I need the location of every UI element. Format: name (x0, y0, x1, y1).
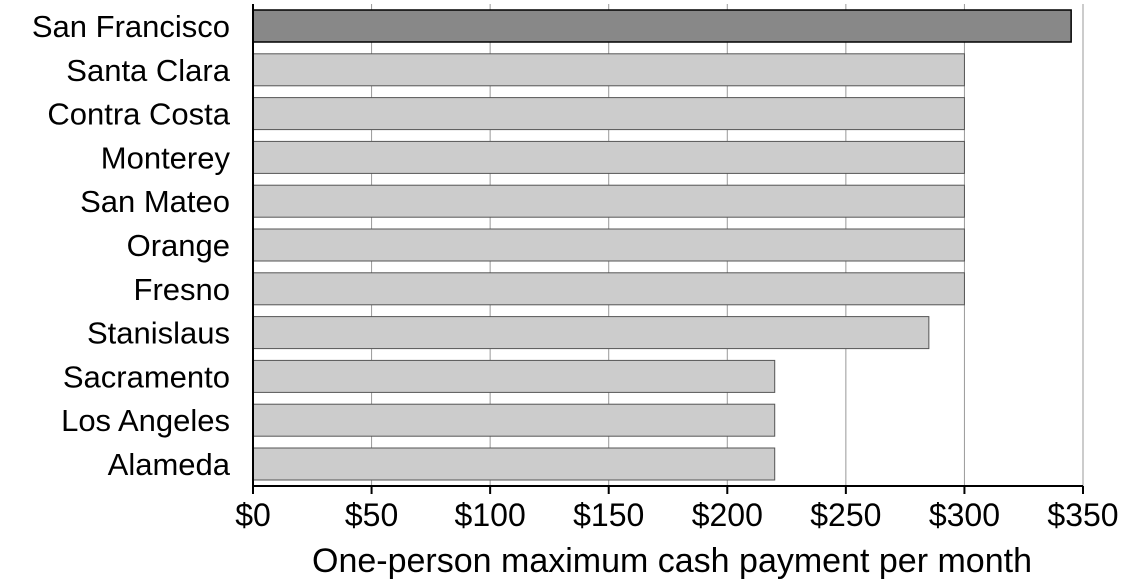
category-label-7: Stanislaus (87, 316, 230, 351)
bar-10 (252, 447, 776, 481)
x-tick-labels: $0 $50 $100 $150 $200 $250 $300 $350 (235, 497, 1118, 533)
category-labels: San Francisco Santa Clara Contra Costa Mont… (32, 9, 231, 482)
category-label-6: Fresno (134, 272, 230, 307)
x-axis (252, 4, 1084, 494)
bar-2 (252, 97, 965, 131)
bar-4 (252, 184, 965, 218)
bar-9 (252, 403, 776, 437)
x-axis-title: One-person maximum cash payment per mont… (312, 542, 1032, 580)
x-tick-label-0: $0 (235, 497, 271, 533)
x-tick-label-1: $50 (345, 497, 398, 533)
category-label-2: Contra Costa (47, 97, 230, 132)
category-label-0: San Francisco (32, 9, 230, 44)
x-tick-label-4: $200 (692, 497, 763, 533)
bars (252, 9, 1072, 481)
bar-1 (252, 53, 965, 87)
bar-3 (252, 140, 965, 174)
category-label-4: San Mateo (80, 184, 230, 219)
x-tick-label-6: $300 (929, 497, 1000, 533)
category-label-10: Alameda (108, 447, 231, 482)
x-tick-label-5: $250 (810, 497, 881, 533)
x-tick-label-7: $350 (1047, 497, 1118, 533)
bar-5 (252, 228, 965, 262)
x-tick-label-2: $100 (455, 497, 526, 533)
category-label-1: Santa Clara (66, 53, 230, 88)
category-label-8: Sacramento (63, 359, 230, 394)
category-label-5: Orange (127, 228, 230, 263)
category-label-9: Los Angeles (61, 403, 230, 438)
bar-8 (252, 359, 776, 393)
bar-7 (252, 316, 930, 350)
category-label-3: Monterey (101, 140, 231, 175)
x-tick-label-3: $150 (573, 497, 644, 533)
bar-6 (252, 272, 965, 306)
bar-0 (252, 9, 1072, 43)
